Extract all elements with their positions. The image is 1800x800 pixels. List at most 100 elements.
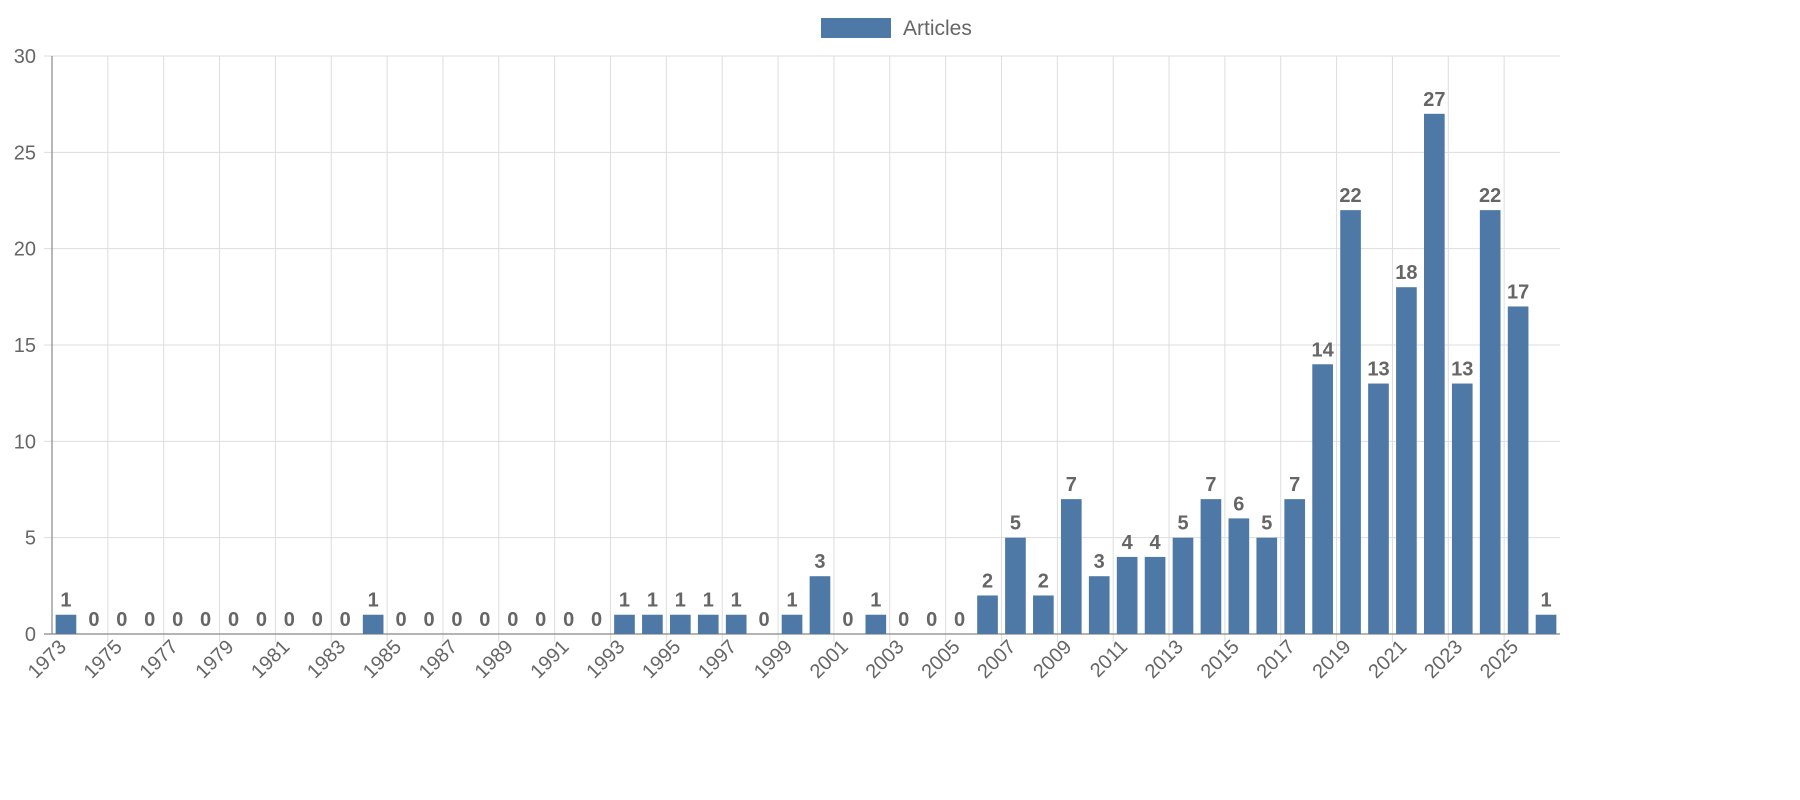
bar-value-label: 2 [982, 570, 993, 592]
bar[interactable] [1200, 499, 1222, 634]
bar-value-label: 0 [116, 609, 127, 631]
bar[interactable] [1312, 364, 1333, 634]
bar-value-label: 1 [368, 590, 379, 612]
bar[interactable] [1228, 518, 1250, 634]
bar[interactable] [1088, 576, 1110, 634]
bar[interactable] [1172, 537, 1194, 634]
bar-value-label: 7 [1205, 474, 1216, 496]
x-tick-label: 2005 [918, 636, 965, 683]
y-tick-label: 15 [14, 335, 36, 357]
y-tick-label: 10 [14, 431, 36, 453]
bar[interactable] [670, 614, 691, 634]
bar-value-label: 0 [256, 609, 267, 631]
x-tick-label: 2013 [1141, 636, 1188, 683]
bar[interactable] [55, 614, 77, 634]
bar[interactable] [781, 614, 803, 634]
y-tick-label: 5 [25, 528, 36, 550]
x-tick-label: 2017 [1253, 636, 1300, 683]
bar-value-label: 0 [842, 609, 853, 631]
bar-value-label: 5 [1261, 513, 1272, 535]
x-tick-label: 1987 [415, 636, 462, 683]
bar[interactable] [642, 614, 663, 634]
bar[interactable] [977, 595, 998, 634]
x-tick-label: 1977 [136, 636, 183, 683]
x-tick-label: 2019 [1308, 636, 1355, 683]
bar-value-label: 1 [60, 590, 71, 612]
bar-value-label: 0 [759, 609, 770, 631]
bar-value-label: 0 [172, 609, 183, 631]
bar-value-label: 3 [814, 551, 825, 573]
bar-value-label: 1 [647, 590, 658, 612]
bar[interactable] [1060, 499, 1082, 634]
bar-value-label: 0 [479, 609, 490, 631]
x-tick-label: 1991 [527, 636, 574, 683]
bar[interactable] [1256, 537, 1278, 634]
x-tick-label: 2021 [1364, 636, 1411, 683]
bar[interactable] [1144, 556, 1166, 634]
bar-value-label: 5 [1177, 513, 1188, 535]
bar[interactable] [1507, 306, 1529, 634]
x-tick-label: 2023 [1420, 636, 1467, 683]
x-tick-label: 1993 [582, 636, 629, 683]
y-tick-label: 20 [14, 239, 36, 261]
bar-value-label: 0 [228, 609, 239, 631]
bar-value-label: 0 [284, 609, 295, 631]
bar-value-label: 6 [1233, 493, 1244, 515]
bar-value-label: 27 [1423, 89, 1445, 111]
bar-value-label: 1 [870, 590, 881, 612]
bar[interactable] [1340, 210, 1361, 634]
bar[interactable] [1424, 113, 1445, 635]
bar[interactable] [1479, 210, 1501, 634]
legend-swatch[interactable] [821, 18, 891, 38]
x-tick-label: 2025 [1476, 636, 1523, 683]
x-tick-label: 1989 [471, 636, 518, 683]
bar-value-label: 1 [1540, 590, 1551, 612]
y-tick-label: 30 [14, 46, 36, 68]
x-tick-label: 2015 [1197, 636, 1244, 683]
x-tick-labels: 1973 1975 1977 1979 1981 1983 1985 1987 1989 1991… [24, 636, 1523, 683]
bar[interactable] [1116, 556, 1138, 634]
bar-value-label: 1 [619, 590, 630, 612]
bar-value-label: 22 [1339, 185, 1361, 207]
bar-value-label: 0 [591, 609, 602, 631]
legend-label[interactable]: Articles [903, 17, 972, 40]
bar[interactable] [362, 614, 384, 634]
x-tick-label: 1985 [359, 636, 406, 683]
bar-value-label: 0 [423, 609, 434, 631]
bar-value-label: 1 [675, 590, 686, 612]
bar[interactable] [725, 614, 747, 634]
bar-value-label: 22 [1479, 185, 1501, 207]
bar-value-label: 4 [1150, 532, 1162, 554]
bar-value-label: 0 [926, 609, 937, 631]
bar[interactable] [1005, 537, 1026, 634]
bar[interactable] [1535, 614, 1557, 634]
bar-value-label: 0 [451, 609, 462, 631]
bar[interactable] [1033, 595, 1054, 634]
grid [44, 55, 1560, 642]
bar[interactable] [697, 614, 719, 634]
x-tick-label: 2009 [1029, 636, 1076, 683]
bar[interactable] [1284, 499, 1306, 634]
bar[interactable] [614, 614, 635, 634]
bar-value-label: 0 [507, 609, 518, 631]
x-tick-label: 2007 [973, 636, 1020, 683]
bar-value-label: 0 [898, 609, 909, 631]
y-tick-label: 25 [14, 142, 36, 164]
bar[interactable] [1368, 383, 1389, 634]
bar-value-label: 0 [563, 609, 574, 631]
bar-value-label: 0 [340, 609, 351, 631]
x-tick-label: 1979 [191, 636, 238, 683]
x-tick-label: 1981 [247, 636, 294, 683]
bar[interactable] [865, 614, 887, 634]
x-tick-label: 2003 [862, 636, 909, 683]
bar[interactable] [1451, 383, 1473, 634]
x-tick-label: 1995 [638, 636, 685, 683]
x-tick-label: 1983 [303, 636, 350, 683]
y-tick-labels: 0 5 10 15 20 25 30 [14, 46, 36, 646]
bar-value-label: 0 [200, 609, 211, 631]
x-tick-label: 2001 [806, 636, 853, 683]
bar[interactable] [1396, 287, 1417, 634]
bar[interactable] [809, 576, 831, 634]
legend[interactable]: Articles [821, 17, 972, 40]
